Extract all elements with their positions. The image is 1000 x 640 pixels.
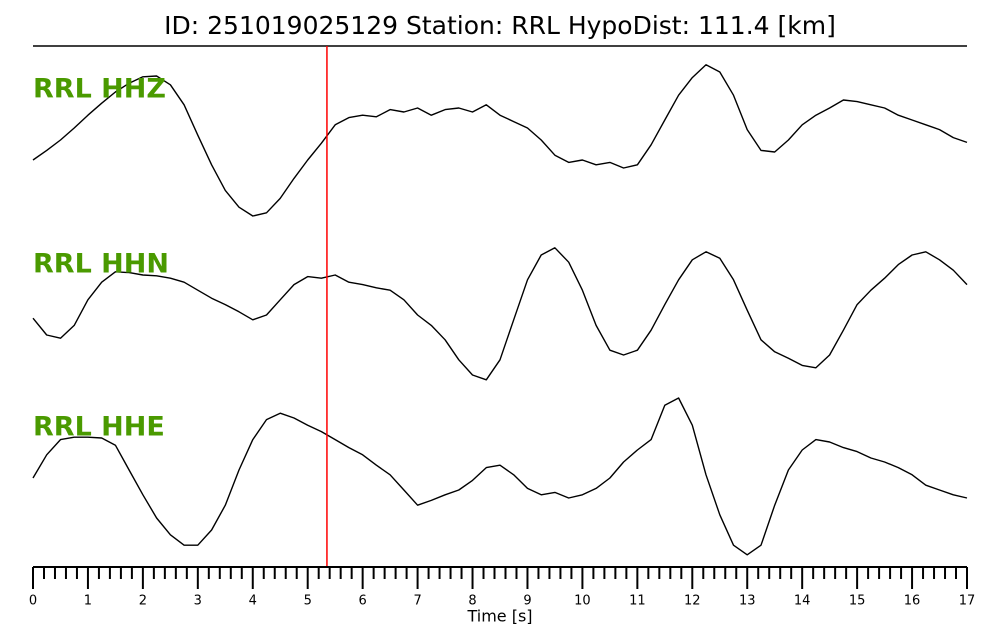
x-tick-label: 13 <box>739 594 756 609</box>
trace <box>32 397 968 556</box>
x-tick-label: 9 <box>523 594 531 609</box>
chart-title: ID: 251019025129 Station: RRL HypoDist: … <box>164 11 836 40</box>
trace <box>32 247 968 381</box>
x-axis-label: Time [s] <box>466 607 532 626</box>
x-tick-label: 16 <box>904 594 921 609</box>
trace-label: RRL HHZ <box>33 74 166 105</box>
x-tick-label: 2 <box>139 594 147 609</box>
x-tick-label: 1 <box>84 594 92 609</box>
trace <box>32 64 968 217</box>
trace-label: RRL HHN <box>33 249 169 280</box>
x-tick-label: 6 <box>359 594 367 609</box>
x-tick-label: 4 <box>249 594 257 609</box>
x-tick-label: 15 <box>849 594 866 609</box>
x-tick-label: 11 <box>629 594 646 609</box>
x-tick-label: 10 <box>574 594 591 609</box>
x-tick-label: 7 <box>413 594 421 609</box>
x-tick-label: 14 <box>794 594 811 609</box>
x-tick-label: 17 <box>959 594 976 609</box>
trace-label: RRL HHE <box>33 412 165 443</box>
x-tick-label: 0 <box>29 594 37 609</box>
x-tick-label: 8 <box>468 594 476 609</box>
x-tick-label: 3 <box>194 594 202 609</box>
x-tick-label: 5 <box>304 594 312 609</box>
x-tick-label: 12 <box>684 594 701 609</box>
